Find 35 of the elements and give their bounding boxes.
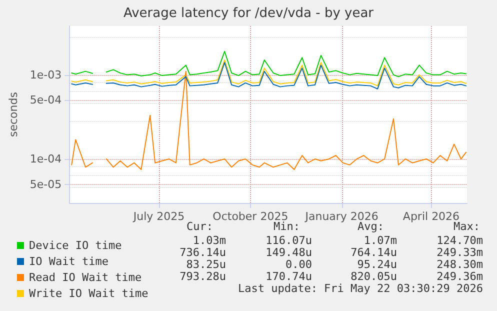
y-tick-label: 1e-03 bbox=[30, 68, 62, 82]
text: 83.25u bbox=[186, 258, 226, 271]
y-tick-label: 5e-05 bbox=[30, 178, 62, 191]
text: 736.14u bbox=[180, 246, 226, 259]
text: Last update: Fri May 22 03:30:29 2026 bbox=[238, 282, 484, 295]
text: 1.07m bbox=[364, 234, 398, 247]
x-tick-label: July 2025 bbox=[132, 210, 185, 223]
y-tick-label: 5e-04 bbox=[30, 94, 62, 107]
legend-label: Write IO Wait time bbox=[29, 287, 148, 300]
x-tick-label: April 2026 bbox=[402, 210, 460, 223]
text: 149.48u bbox=[266, 246, 312, 259]
text: 249.33m bbox=[436, 246, 484, 259]
text: Avg: bbox=[358, 220, 384, 233]
text: 1.03m bbox=[192, 234, 226, 247]
text: 793.28u bbox=[180, 270, 226, 283]
x-tick-label: October 2025 bbox=[212, 210, 288, 223]
text: 95.24u bbox=[357, 258, 398, 271]
text: 764.14u bbox=[350, 246, 397, 259]
text: 0.00 bbox=[286, 258, 312, 271]
text: 170.74u bbox=[266, 270, 312, 283]
text: 116.07u bbox=[266, 234, 312, 247]
text: 820.05u bbox=[350, 270, 397, 283]
text: Min: bbox=[274, 220, 300, 233]
legend-label: IO Wait time bbox=[29, 255, 108, 268]
legend-label: Device IO time bbox=[29, 239, 122, 252]
legend-label: Read IO Wait time bbox=[29, 271, 142, 284]
text: 248.30m bbox=[436, 258, 484, 271]
y-axis-title: seconds bbox=[7, 92, 20, 137]
text: Cur: bbox=[186, 220, 214, 233]
text: 249.36m bbox=[436, 270, 484, 283]
x-tick-label: January 2026 bbox=[304, 210, 378, 223]
text: Max: bbox=[454, 220, 480, 233]
chart-title: Average latency for /dev/vda - by year bbox=[123, 6, 374, 21]
y-tick-label: 1e-04 bbox=[30, 152, 62, 166]
text: 124.70m bbox=[436, 234, 484, 247]
